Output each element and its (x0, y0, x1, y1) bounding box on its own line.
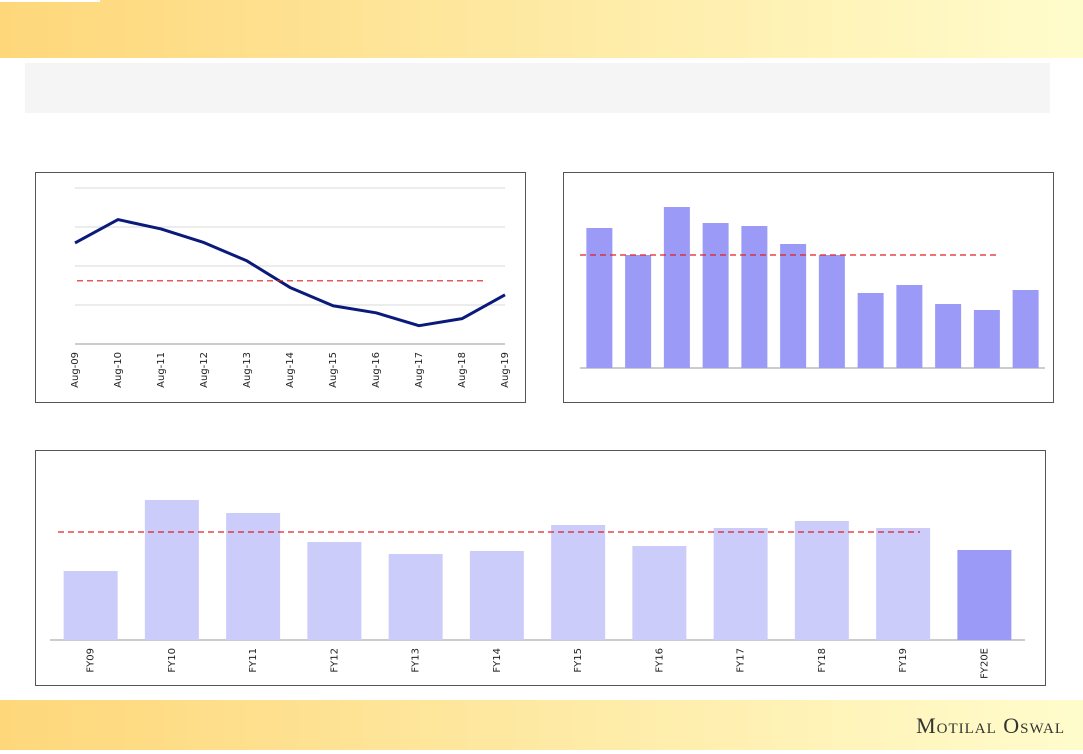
panel (35, 172, 526, 403)
line (74, 218, 506, 328)
bar (935, 304, 962, 368)
bar (818, 255, 845, 368)
bar (896, 285, 923, 368)
bar (586, 228, 613, 368)
bar (388, 554, 443, 640)
bar (973, 310, 1000, 368)
bar (957, 550, 1012, 640)
bar (702, 223, 729, 368)
subtitle-box (25, 63, 1050, 113)
x-tick-label: Aug-11 (156, 352, 167, 388)
x-tick-label: Aug-15 (328, 352, 339, 388)
bar (551, 525, 606, 640)
bar (780, 244, 807, 368)
x-tick-label: Aug-16 (371, 352, 382, 388)
header-band (0, 0, 1083, 58)
x-tick-label: FY20E (979, 648, 990, 679)
bar (144, 500, 199, 640)
x-tick-label: Aug-10 (113, 352, 124, 388)
logo: Motilal Oswal (916, 713, 1065, 738)
x-tick-label: Aug-19 (500, 352, 511, 388)
bar (663, 207, 690, 368)
x-tick-label: FY18 (817, 648, 828, 673)
bar (226, 513, 281, 640)
x-tick-label: Aug-13 (242, 352, 253, 388)
x-tick-label: Aug-14 (285, 352, 296, 388)
bar (469, 551, 524, 640)
bar (794, 521, 849, 640)
x-tick-label: FY16 (654, 648, 665, 673)
bar (1012, 290, 1039, 368)
bar (625, 255, 652, 368)
x-tick-label: FY12 (329, 648, 340, 673)
x-tick-label: FY09 (86, 648, 97, 673)
bar (713, 528, 768, 640)
x-tick-label: Aug-09 (70, 352, 81, 388)
x-tick-label: Aug-18 (457, 352, 468, 388)
x-tick-label: Aug-12 (199, 352, 210, 388)
x-tick-label: FY11 (248, 648, 259, 673)
x-tick-label: FY14 (492, 648, 503, 673)
x-tick-label: FY19 (898, 648, 909, 673)
x-tick-label: FY15 (573, 648, 584, 673)
bar (632, 546, 687, 640)
x-tick-label: FY13 (411, 648, 422, 673)
footer-band (0, 700, 1083, 750)
bar (876, 528, 931, 640)
bar (307, 542, 362, 640)
header-accent (0, 0, 100, 2)
bar (741, 226, 768, 368)
x-tick-label: FY17 (736, 648, 747, 673)
x-tick-label: FY10 (167, 648, 178, 673)
x-tick-label: Aug-17 (414, 352, 425, 388)
bar (857, 293, 884, 368)
bar (63, 571, 118, 640)
